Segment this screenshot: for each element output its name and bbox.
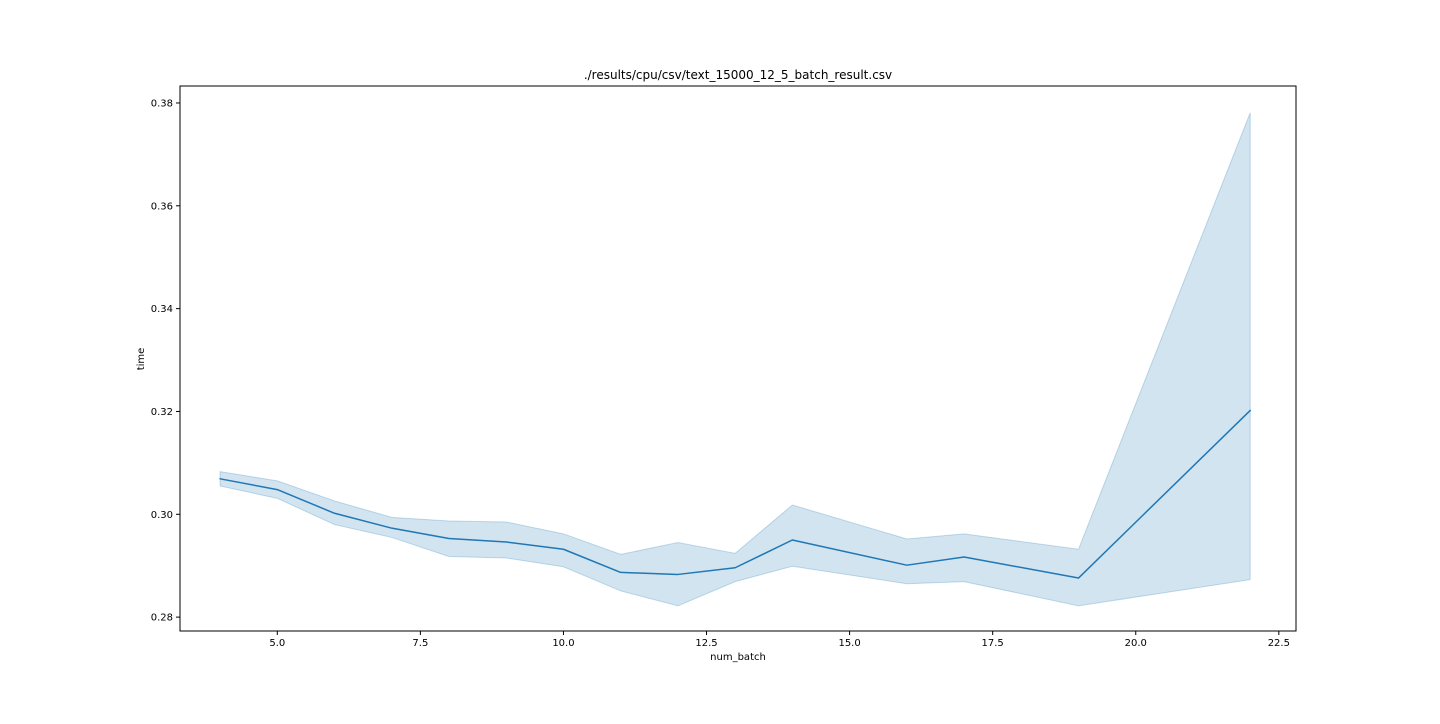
y-tick-label: 0.38 <box>151 98 173 109</box>
confidence-band <box>219 112 1251 607</box>
y-tick-label: 0.28 <box>151 613 173 624</box>
x-tick-label: 22.5 <box>1268 638 1290 649</box>
chart-title: ./results/cpu/csv/text_15000_12_5_batch_… <box>584 68 892 82</box>
x-axis: 5.0 7.5 10.0 12.5 15.0 17.5 20.0 22.5 <box>269 631 1290 649</box>
x-tick-label: 12.5 <box>695 638 717 649</box>
x-axis-label: num_batch <box>710 652 766 663</box>
y-tick-label: 0.36 <box>151 201 173 212</box>
x-tick-label: 7.5 <box>412 638 428 649</box>
x-tick-label: 15.0 <box>838 638 860 649</box>
x-tick-label: 17.5 <box>982 638 1004 649</box>
series-line <box>219 409 1251 579</box>
y-axis-label: time <box>136 348 147 371</box>
y-tick-label: 0.30 <box>151 510 173 521</box>
y-tick-label: 0.32 <box>151 407 173 418</box>
y-tick-label: 0.34 <box>151 304 173 315</box>
x-tick-label: 20.0 <box>1125 638 1147 649</box>
plot-frame <box>179 85 1297 632</box>
x-tick-label: 10.0 <box>552 638 574 649</box>
x-tick-label: 5.0 <box>269 638 285 649</box>
y-axis: 0.28 0.30 0.32 0.34 0.36 0.38 <box>151 98 180 624</box>
